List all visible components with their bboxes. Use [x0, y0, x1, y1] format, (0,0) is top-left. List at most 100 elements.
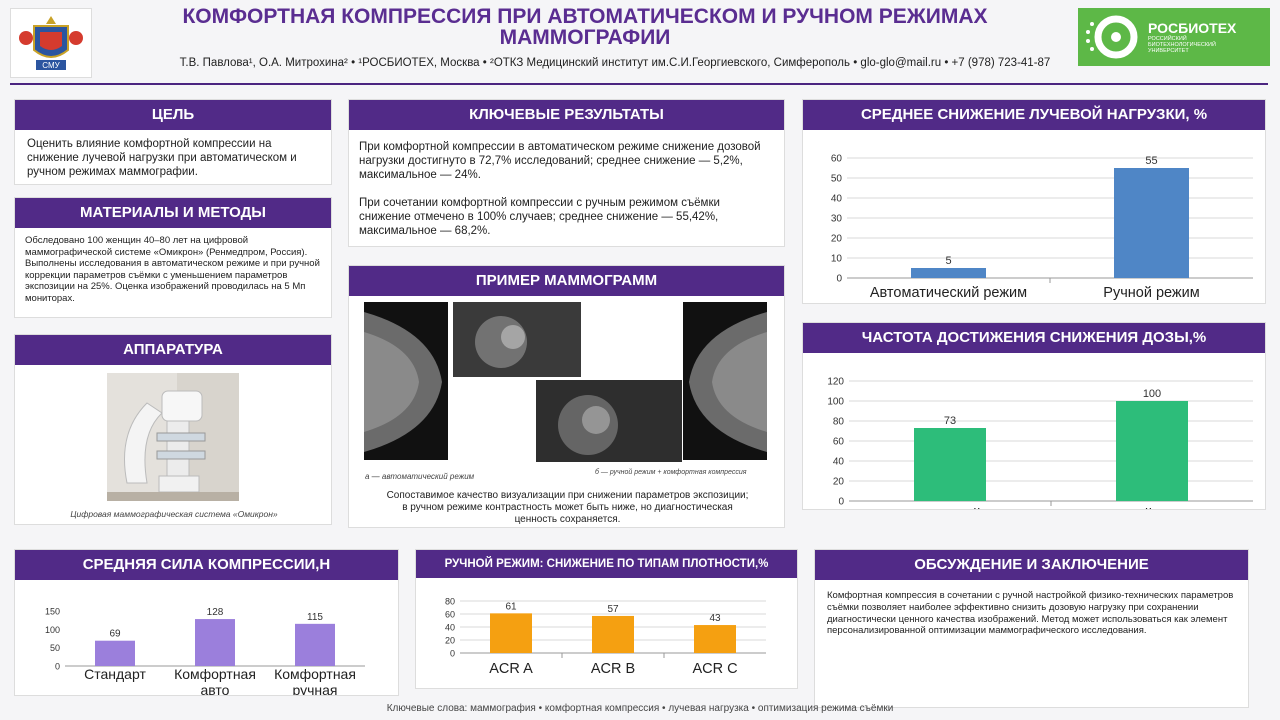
coat-of-arms-icon: СМУ [19, 16, 83, 70]
y-tick-label: 50 [831, 174, 843, 185]
bar [694, 625, 736, 653]
category-label: ACR B [591, 661, 635, 677]
header-divider [10, 83, 1268, 85]
mammogram-zoom-2 [536, 380, 682, 462]
category-label: Автоматический режим [870, 285, 1027, 301]
force-chart-heading: СРЕДНЯЯ СИЛА КОМПРЕССИИ,Н [15, 550, 398, 580]
equipment-caption: Цифровая маммографическая система «Омикр… [70, 509, 278, 519]
bar [1116, 401, 1188, 501]
y-tick-label: 100 [827, 397, 844, 408]
note-line-1: Сопоставимое качество визуализации при с… [386, 490, 749, 501]
y-tick-label: 100 [45, 625, 60, 635]
bar [295, 623, 335, 666]
data-label: 100 [1143, 388, 1161, 400]
discussion-heading: ОБСУЖДЕНИЕ И ЗАКЛЮЧЕНИЕ [815, 550, 1248, 580]
bar [914, 428, 986, 501]
authors-line: Т.В. Павлова¹, О.А. Митрохина² • ¹РОСБИО… [179, 57, 1051, 69]
y-tick-label: 0 [55, 662, 60, 672]
mammograms-heading: ПРИМЕР МАММОГРАММ [349, 266, 784, 296]
results-paragraph-1: При комфортной компрессии в автоматическ… [359, 141, 761, 181]
category-label: Ручной режим [1104, 507, 1200, 509]
discussion-panel: ОБСУЖДЕНИЕ И ЗАКЛЮЧЕНИЕ Комфортная компр… [814, 549, 1249, 708]
bar [592, 615, 634, 653]
data-label: 55 [1145, 155, 1157, 167]
bar [95, 640, 135, 666]
caption-manual: б — ручной режим + комфортная компрессия [595, 469, 747, 476]
dose-chart: 0 10 20 30 40 50 60 5 Автоматический режим 55 Ручн… [831, 154, 1253, 301]
y-tick-label: 40 [445, 623, 455, 633]
bar [911, 268, 986, 278]
methods-text: Обследовано 100 женщин 40–80 лет на цифр… [25, 235, 320, 304]
data-label: 115 [307, 612, 323, 623]
y-tick-label: 10 [831, 254, 843, 265]
density-chart: 0 20 40 60 80 61 ACR A 57 ACR B 43 ACR C [445, 597, 766, 677]
data-label: 69 [109, 629, 121, 640]
category-label-line: Комфортная [274, 666, 356, 682]
data-label: 57 [607, 604, 619, 615]
data-label: 5 [945, 255, 951, 267]
density-chart-heading: РУЧНОЙ РЕЖИМ: СНИЖЕНИЕ ПО ТИПАМ ПЛОТНОСТ… [416, 550, 797, 578]
rosbiotech-emblem-icon [1086, 15, 1138, 59]
y-tick-label: 80 [445, 597, 455, 607]
dose-chart-heading: СРЕДНЕЕ СНИЖЕНИЕ ЛУЧЕВОЙ НАГРУЗКИ, % [803, 100, 1265, 130]
results-paragraph-2: При сочетании комфортной компрессии с ру… [359, 197, 720, 237]
y-tick-label: 60 [833, 437, 845, 448]
bar [1114, 168, 1189, 278]
category-label-line: Комфортная [174, 666, 256, 682]
logo-right-subtitle: РОССИЙСКИЙ БИОТЕХНОЛОГИЧЕСКИЙ УНИВЕРСИТЕ… [1148, 36, 1216, 54]
mammograms-panel: ПРИМЕР МАММОГРАММ а — автоматический реж… [348, 265, 785, 528]
university-logo: СМУ [10, 8, 92, 78]
y-tick-label: 0 [450, 649, 455, 659]
bar [195, 619, 235, 666]
freq-chart-panel: ЧАСТОТА ДОСТИЖЕНИЯ СНИЖЕНИЯ ДОЗЫ,% 0 20 40… [802, 322, 1266, 523]
dose-chart-panel: СРЕДНЕЕ СНИЖЕНИЕ ЛУЧЕВОЙ НАГРУЗКИ, % 0 10… [802, 99, 1266, 304]
methods-heading: МАТЕРИАЛЫ И МЕТОДЫ [15, 198, 331, 228]
density-chart-panel: РУЧНОЙ РЕЖИМ: СНИЖЕНИЕ ПО ТИПАМ ПЛОТНОСТ… [415, 549, 798, 689]
methods-panel: МАТЕРИАЛЫ И МЕТОДЫ Обследовано 100 женщи… [14, 197, 332, 318]
mammograms-note: Сопоставимое качество визуализации при с… [349, 490, 786, 526]
logo-right-name: РОСБИОТЕХ [1148, 20, 1237, 36]
equipment-panel: АППАРАТУРА Цифровая маммографическая сис… [14, 334, 332, 525]
category-label: Автоматический режим [871, 507, 1028, 509]
category-label: ACR A [489, 661, 533, 677]
rosbiotech-logo: РОСБИОТЕХ РОССИЙСКИЙ БИОТЕХНОЛОГИЧЕСКИЙ … [1078, 8, 1270, 66]
y-tick-label: 60 [831, 154, 843, 165]
y-tick-label: 0 [838, 497, 844, 508]
y-tick-label: 20 [831, 234, 843, 245]
goal-text: Оценить влияние комфортной компрессии на… [27, 138, 297, 178]
note-line-2: в ручном режиме контрастность может быть… [402, 502, 733, 513]
note-line-3: ценность сохраняется. [514, 514, 621, 525]
data-label: 73 [944, 415, 956, 427]
y-tick-label: 20 [445, 636, 455, 646]
y-tick-label: 40 [831, 194, 843, 205]
category-label: Комфортная ручная [274, 666, 356, 695]
y-tick-label: 50 [50, 643, 60, 653]
data-label: 61 [505, 601, 517, 612]
caption-auto: а — автоматический режим [365, 472, 475, 481]
results-heading: КЛЮЧЕВЫЕ РЕЗУЛЬТАТЫ [349, 100, 784, 130]
goal-heading: ЦЕЛЬ [15, 100, 331, 130]
y-tick-label: 30 [831, 214, 843, 225]
bar [490, 613, 532, 653]
logo-left-text: СМУ [42, 61, 60, 70]
mammogram-zoom-1 [453, 302, 581, 377]
data-label: 43 [709, 613, 721, 624]
y-tick-label: 80 [833, 417, 845, 428]
y-tick-label: 60 [445, 610, 455, 620]
y-tick-label: 120 [827, 377, 844, 388]
category-label: Стандарт [84, 666, 146, 682]
category-label: ACR C [692, 661, 737, 677]
discussion-text: Комфортная компрессия в сочетании с ручн… [827, 590, 1234, 637]
mammogram-manual-mode [683, 302, 767, 460]
keywords-footer: Ключевые слова: маммография • комфортная… [386, 703, 894, 714]
y-tick-label: 40 [833, 457, 845, 468]
force-chart-panel: СРЕДНЯЯ СИЛА КОМПРЕССИИ,Н 0 50 100 150 69 Ста… [14, 549, 399, 698]
title-line-2: МАММОГРАФИИ [499, 26, 671, 49]
y-tick-label: 150 [45, 607, 60, 617]
mammogram-auto-mode [364, 302, 448, 460]
category-label: Комфортная авто [174, 666, 256, 695]
category-label-line: авто [201, 682, 230, 695]
y-tick-label: 20 [833, 477, 845, 488]
poster-title: КОМФОРТНАЯ КОМПРЕССИЯ ПРИ АВТОМАТИЧЕСКОМ… [100, 6, 1070, 48]
